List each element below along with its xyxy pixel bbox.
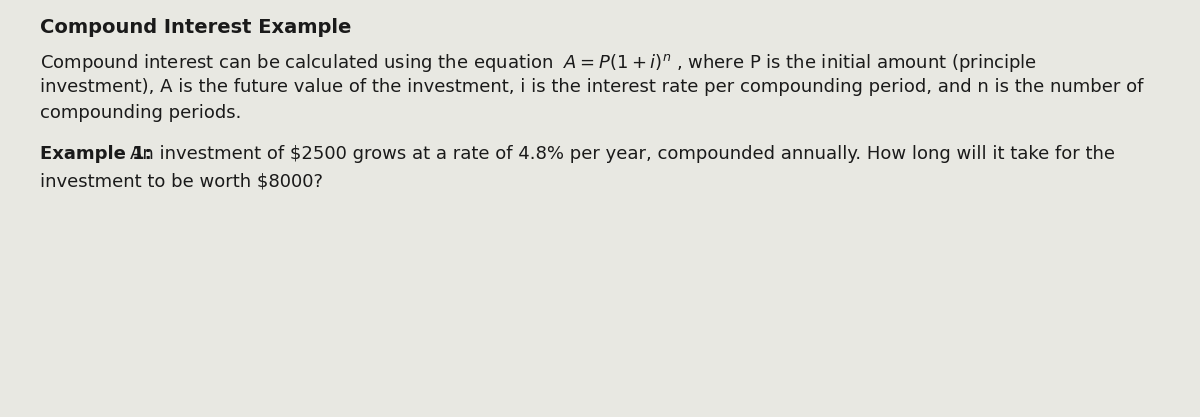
Text: Compound interest can be calculated using the equation  $A = P(1+i)^n$ , where P: Compound interest can be calculated usin… [40, 52, 1037, 74]
Text: An investment of $2500 grows at a rate of 4.8% per year, compounded annually. Ho: An investment of $2500 grows at a rate o… [130, 145, 1115, 163]
Text: compounding periods.: compounding periods. [40, 104, 241, 122]
Text: Compound Interest Example: Compound Interest Example [40, 18, 352, 37]
Text: Example 1:: Example 1: [40, 145, 158, 163]
Text: investment to be worth $8000?: investment to be worth $8000? [40, 172, 323, 190]
Text: investment), A is the future value of the investment, i is the interest rate per: investment), A is the future value of th… [40, 78, 1144, 96]
